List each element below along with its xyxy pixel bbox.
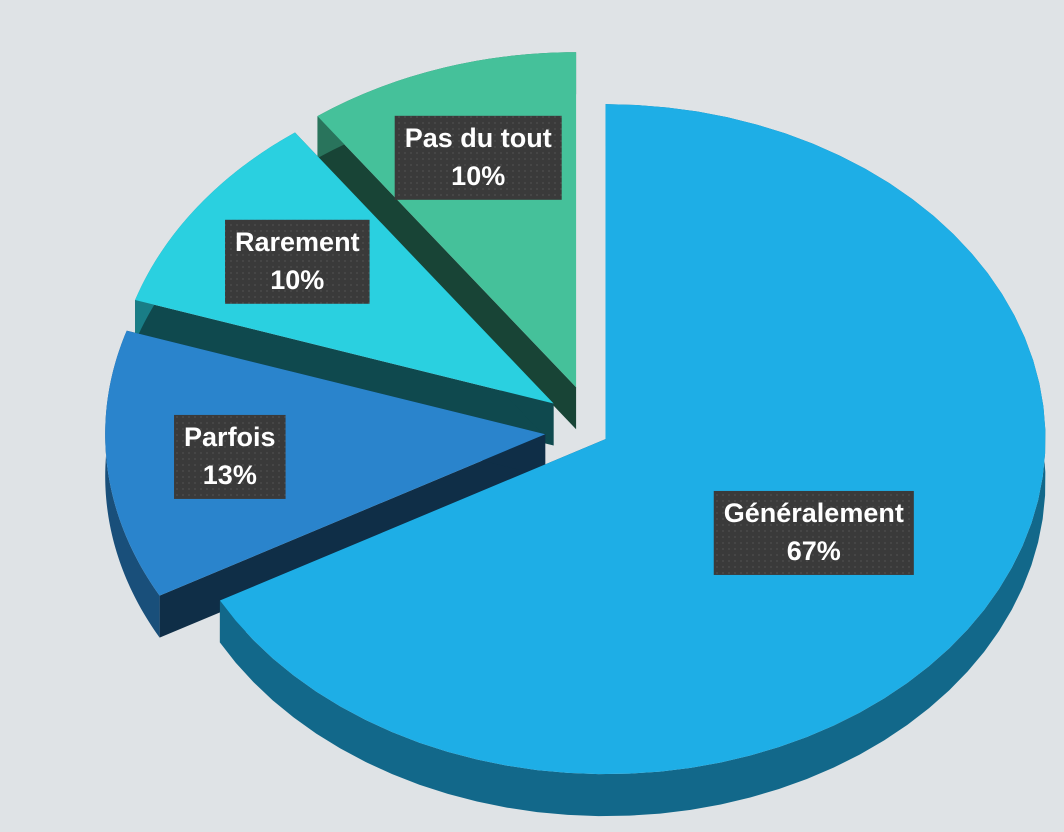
value-label: 10%	[270, 265, 324, 295]
data-label: Pas du tout 10%	[394, 115, 562, 200]
slice	[105, 330, 546, 596]
labels: Pas du tout 10% Rarement 10% Parfois 13% Génér…	[174, 115, 914, 575]
category-label: Parfois	[184, 422, 276, 452]
value-label: 13%	[203, 460, 257, 490]
label-box	[225, 219, 370, 304]
data-label: Rarement 10%	[225, 219, 370, 304]
category-label: Généralement	[724, 498, 904, 528]
label-box	[713, 490, 914, 575]
data-label: Généralement 67%	[713, 490, 914, 575]
data-label: Parfois 13%	[174, 414, 286, 499]
category-label: Pas du tout	[405, 123, 552, 153]
label-box	[174, 414, 286, 499]
value-label: 67%	[787, 536, 841, 566]
label-box	[394, 115, 562, 200]
slice-wall	[105, 330, 160, 638]
slice-side	[317, 116, 577, 430]
category-label: Rarement	[235, 227, 360, 257]
slice-side	[135, 300, 554, 446]
slice	[219, 104, 1046, 775]
value-label: 10%	[451, 161, 505, 191]
